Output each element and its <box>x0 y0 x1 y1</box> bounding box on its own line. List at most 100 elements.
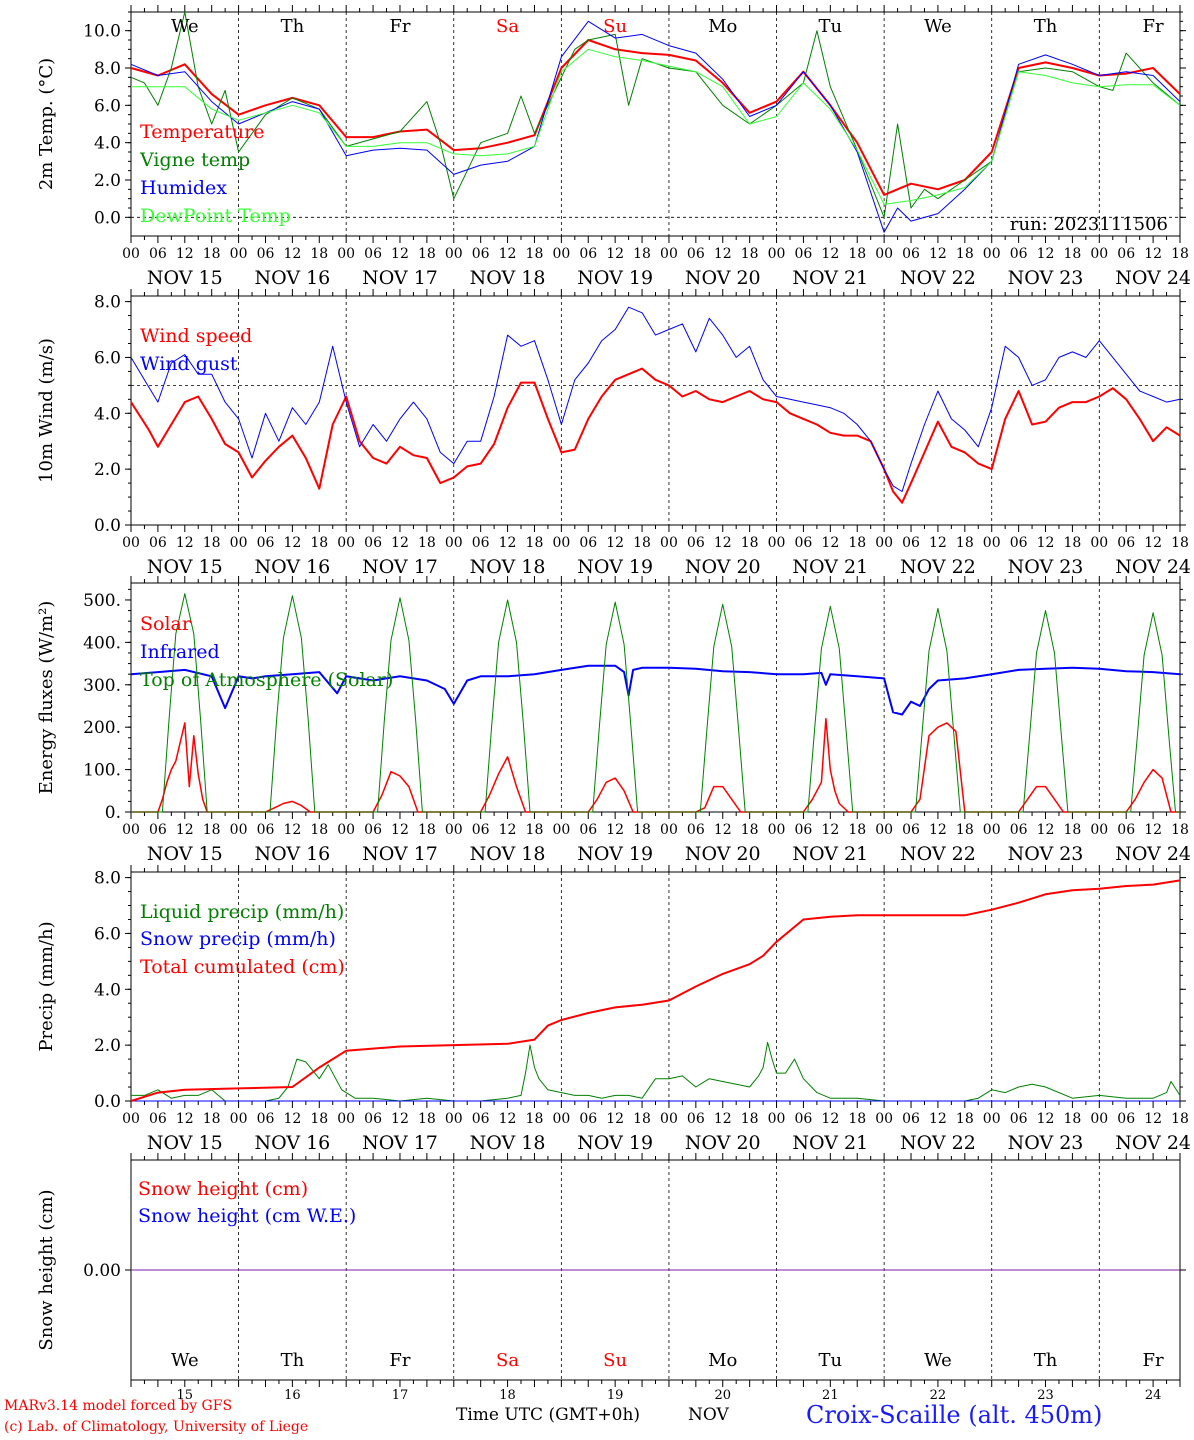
x-hour-label: 18 <box>848 1111 866 1127</box>
weekday-label: Fr <box>389 1350 410 1371</box>
x-hour-label: 18 <box>1171 535 1189 551</box>
day-number-label: 23 <box>1037 1388 1054 1403</box>
legend-entry: Snow height (cm W.E.) <box>138 1205 356 1227</box>
x-date-label: NOV 22 <box>900 267 976 289</box>
legend-entry: Vigne temp <box>139 149 250 171</box>
x-hour-label: 12 <box>606 822 624 838</box>
y-tick-label: 10.0 <box>83 22 121 42</box>
x-hour-label: 06 <box>1010 246 1028 262</box>
x-hour-label: 00 <box>337 246 355 262</box>
x-hour-label: 12 <box>606 1111 624 1127</box>
x-hour-label: 12 <box>176 822 194 838</box>
x-hour-label: 12 <box>1037 535 1055 551</box>
weekday-label: Th <box>1034 16 1058 37</box>
x-date-label: NOV 17 <box>362 556 438 578</box>
x-hour-label: 00 <box>337 535 355 551</box>
x-hour-label: 18 <box>848 535 866 551</box>
legend-entry: Humidex <box>140 177 227 199</box>
y-tick-label: 4.0 <box>94 404 121 424</box>
x-hour-label: 06 <box>579 246 597 262</box>
weekday-label: We <box>924 1350 952 1371</box>
x-date-label: NOV 22 <box>900 556 976 578</box>
x-hour-label: 00 <box>230 246 248 262</box>
x-hour-label: 18 <box>526 535 544 551</box>
x-hour-label: 12 <box>391 822 409 838</box>
x-hour-label: 00 <box>768 1111 786 1127</box>
x-hour-label: 00 <box>122 1111 140 1127</box>
x-hour-label: 18 <box>633 246 651 262</box>
panel-frame <box>130 11 1181 237</box>
x-date-label: NOV 22 <box>900 843 976 865</box>
x-hour-label: 18 <box>1171 822 1189 838</box>
x-hour-label: 18 <box>526 822 544 838</box>
weekday-label: Tu <box>819 1350 843 1371</box>
x-hour-label: 00 <box>875 246 893 262</box>
x-hour-label: 12 <box>1037 1111 1055 1127</box>
y-axis-label: Precip (mm/h) <box>36 921 57 1051</box>
x-hour-label: 18 <box>956 535 974 551</box>
x-hour-label: 18 <box>633 1111 651 1127</box>
y-tick-label: 6.0 <box>94 96 121 116</box>
x-hour-label: 18 <box>741 535 759 551</box>
x-hour-label: 06 <box>902 246 920 262</box>
y-axis-label: 10m Wind (m/s) <box>36 338 57 483</box>
x-hour-label: 12 <box>606 246 624 262</box>
x-hour-label: 18 <box>1063 822 1081 838</box>
x-hour-label: 00 <box>660 1111 678 1127</box>
x-date-label: NOV 17 <box>362 1132 438 1154</box>
series-line-total-cumulated-cm- <box>130 879 1181 1102</box>
x-hour-label: 12 <box>283 1111 301 1127</box>
x-hour-label: 12 <box>176 1111 194 1127</box>
panel-temp: 0.0 2.0 4.0 6.0 8.0 10.0 2m Temp. (°C) Temperat… <box>36 5 1191 289</box>
day-number-label: 18 <box>499 1388 516 1403</box>
x-hour-label: 06 <box>902 535 920 551</box>
x-hour-label: 00 <box>983 822 1001 838</box>
credit-lab: (c) Lab. of Climatology, University of L… <box>4 1419 309 1435</box>
panel-frame <box>130 295 1181 526</box>
legend-entry: Infrared <box>140 641 220 663</box>
x-date-label: NOV 24 <box>1115 843 1191 865</box>
x-hour-label: 18 <box>418 1111 436 1127</box>
day-number-label: 15 <box>177 1388 194 1403</box>
x-date-label: NOV 16 <box>254 1132 330 1154</box>
x-hour-label: 12 <box>283 535 301 551</box>
x-hour-label: 00 <box>552 246 570 262</box>
series-line-infrared <box>130 664 1181 716</box>
day-number-label: 22 <box>930 1388 947 1403</box>
x-hour-label: 12 <box>283 246 301 262</box>
x-date-label: NOV 15 <box>147 556 223 578</box>
x-date-label: NOV 19 <box>577 843 653 865</box>
x-date-label: NOV 20 <box>685 1132 761 1154</box>
x-hour-label: 12 <box>499 535 517 551</box>
x-hour-label: 06 <box>902 1111 920 1127</box>
y-tick-label: 0.0 <box>94 516 121 536</box>
x-hour-label: 00 <box>552 1111 570 1127</box>
panel-snow: 0.00 Snow height (cm) Snow height (cm) Snow… <box>36 1153 1186 1403</box>
x-hour-label: 00 <box>660 822 678 838</box>
legend-entry: Liquid precip (mm/h) <box>140 901 344 923</box>
x-hour-label: 12 <box>929 1111 947 1127</box>
x-hour-label: 06 <box>364 822 382 838</box>
x-hour-label: 06 <box>1117 246 1135 262</box>
day-number-label: 20 <box>714 1388 731 1403</box>
y-tick-label: 8.0 <box>94 59 121 79</box>
x-hour-label: 06 <box>257 246 275 262</box>
weekday-label: Th <box>281 16 305 37</box>
x-hour-label: 00 <box>768 822 786 838</box>
x-date-label: NOV 15 <box>147 843 223 865</box>
x-date-label: NOV 22 <box>900 1132 976 1154</box>
legend-entry: Snow precip (mm/h) <box>140 928 336 950</box>
x-hour-label: 12 <box>1144 246 1162 262</box>
x-hour-label: 00 <box>1090 822 1108 838</box>
x-hour-label: 12 <box>1144 1111 1162 1127</box>
x-hour-label: 00 <box>122 535 140 551</box>
legend-entry: Top of Atmosphere (Solar) <box>140 669 393 691</box>
x-hour-label: 06 <box>1010 822 1028 838</box>
x-hour-label: 18 <box>310 822 328 838</box>
x-date-label: NOV 21 <box>792 1132 868 1154</box>
x-hour-label: 06 <box>1010 1111 1028 1127</box>
y-tick-label: 100. <box>83 761 121 781</box>
panel-precip: 0.0 2.0 4.0 6.0 8.0 Precip (mm/h) Liquid preci… <box>36 865 1191 1154</box>
y-tick-label: 8.0 <box>94 293 121 313</box>
x-axis-month: NOV <box>688 1405 729 1425</box>
